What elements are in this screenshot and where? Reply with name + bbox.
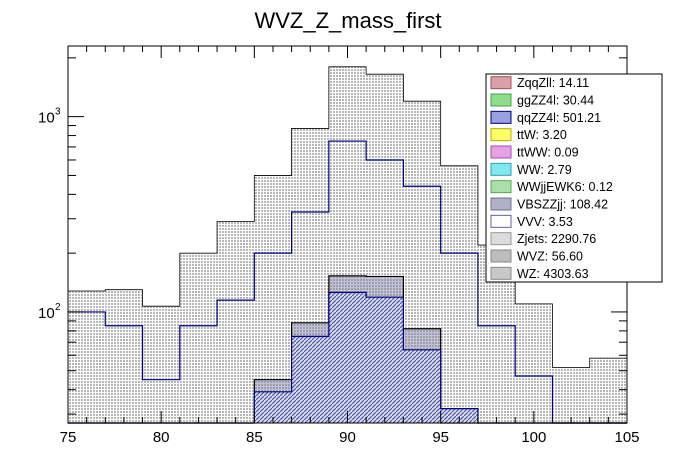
legend-swatch [490,197,512,211]
histogram-bars [68,66,627,424]
x-tick-label: 90 [339,429,356,446]
legend-swatch [490,110,512,124]
bar-qqzz4l [403,349,441,423]
outline-wz [68,140,627,424]
x-tick-label: 85 [246,429,263,446]
bar-wz [440,253,478,423]
legend-swatch [490,93,512,107]
legend-swatch [490,214,512,228]
legend-swatch [490,128,512,142]
legend-label: WWjjEWK6: 0.12 [517,180,613,194]
legend-swatch [490,232,512,246]
x-tick-label: 80 [153,429,170,446]
legend-swatch [490,162,512,176]
bar-qqzz4l [291,336,329,423]
legend-label: ggZZ4l: 30.44 [517,94,594,108]
y-tick-exponent: 3 [55,107,61,118]
legend-label: Zjets: 2290.76 [517,232,596,246]
legend-label: ZqqZll: 14.11 [517,76,589,90]
legend-label: VVV: 3.53 [517,215,573,229]
legend-box [485,73,663,283]
bar-wz [68,311,106,423]
x-tick-label: 105 [614,429,639,446]
x-tick-label: 95 [432,429,449,446]
legend-swatch [490,180,512,194]
x-tick-label: 100 [521,429,546,446]
bar-qqzz4l [328,292,367,423]
legend-swatch [490,76,512,90]
bar-wz [105,325,143,423]
legend-label: ttW: 3.20 [517,128,567,142]
legend: ZqqZll: 14.11 ggZZ4l: 30.44 qqZZ4l: 501.21… [485,73,663,283]
legend-label: qqZZ4l: 501.21 [517,111,601,125]
legend-swatch [490,145,512,159]
outline-total [68,66,627,368]
legend-label: ttWW: 0.09 [517,146,579,160]
bar-qqzz4l [440,408,478,423]
chart-title: WVZ_Z_mass_first [254,8,441,33]
legend-swatch [490,266,512,280]
legend-swatch [490,249,512,263]
stack-total-bar [552,367,590,423]
bar-wz [179,325,218,423]
legend-label: VBSZZjj: 108.42 [517,198,608,212]
stack-total-bar [589,358,627,423]
legend-label: WVZ: 56.60 [517,250,583,264]
legend-label: WW: 2.79 [517,163,572,177]
bar-wz [217,300,255,423]
x-tick-label: 75 [60,429,77,446]
legend-label: WZ: 4303.63 [517,267,589,281]
y-tick-exponent: 2 [55,302,61,313]
bar-qqzz4l [366,297,404,423]
y-tick-label: 10 [38,110,55,127]
bar-wz [477,325,516,423]
y-tick-label: 10 [38,305,55,322]
